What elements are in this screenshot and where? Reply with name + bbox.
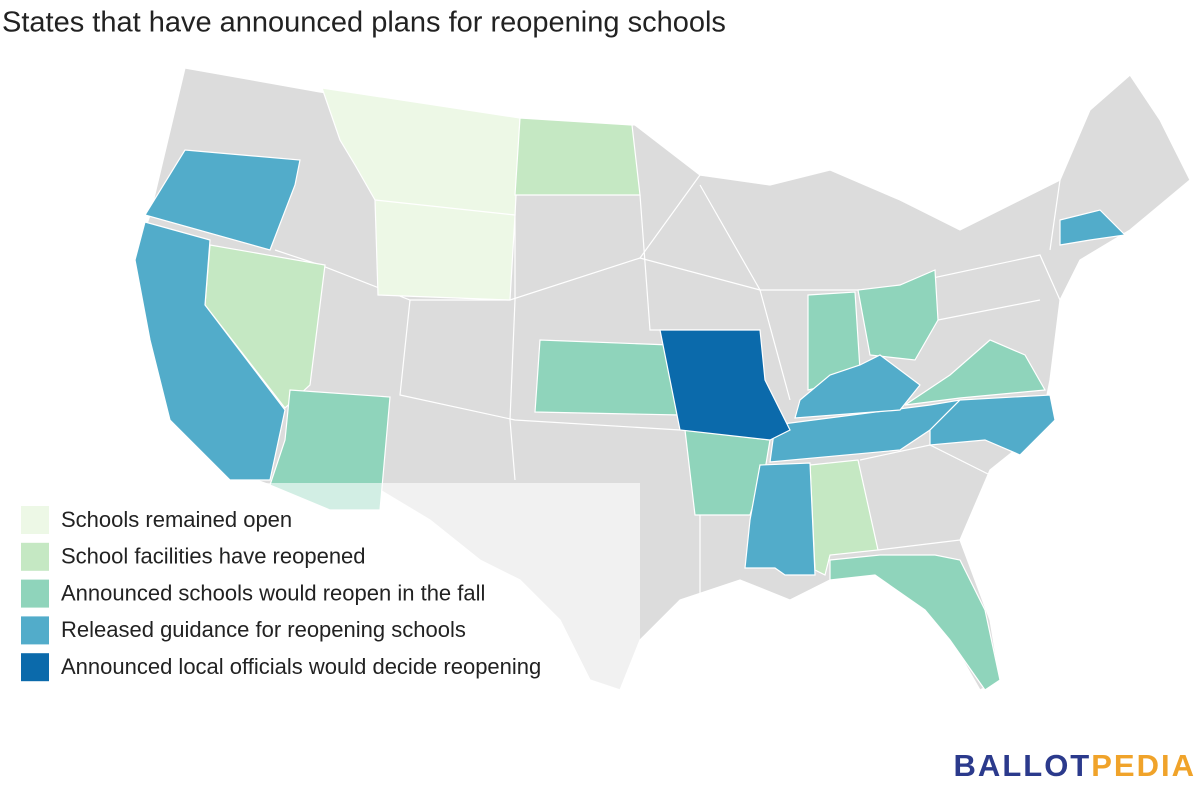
states (134, 87, 1127, 691)
state-borders (274, 174, 1061, 600)
legend: Schools remained open School facilities h… (21, 506, 541, 682)
legend-label: School facilities have reopened (61, 544, 366, 569)
legend-swatch (21, 616, 49, 645)
legend-swatch (21, 653, 49, 682)
title: States that have announced plans for reo… (2, 7, 726, 39)
state (534, 339, 681, 416)
state (794, 354, 921, 419)
legend-label: Announced local officials would decide r… (61, 654, 541, 679)
logo: BALLOTPEDIA (954, 748, 1196, 783)
state (134, 221, 286, 481)
state (744, 462, 816, 576)
state (144, 149, 301, 251)
legend-swatch (21, 506, 49, 534)
logo-second: PEDIA (1091, 748, 1196, 783)
logo-first: BALLOT (954, 748, 1092, 783)
legend-backdrop (0, 483, 640, 800)
state (659, 329, 791, 441)
state (929, 394, 1056, 456)
state (904, 339, 1046, 406)
legend-label: Announced schools would reopen in the fa… (61, 580, 485, 605)
state (1059, 209, 1127, 246)
state (514, 117, 641, 196)
legend-swatch (21, 579, 49, 608)
state (829, 554, 1001, 691)
state (374, 199, 516, 301)
state (857, 269, 939, 361)
legend-label: Schools remained open (61, 507, 292, 532)
legend-label: Released guidance for reopening schools (61, 617, 466, 642)
legend-swatch (21, 542, 49, 571)
